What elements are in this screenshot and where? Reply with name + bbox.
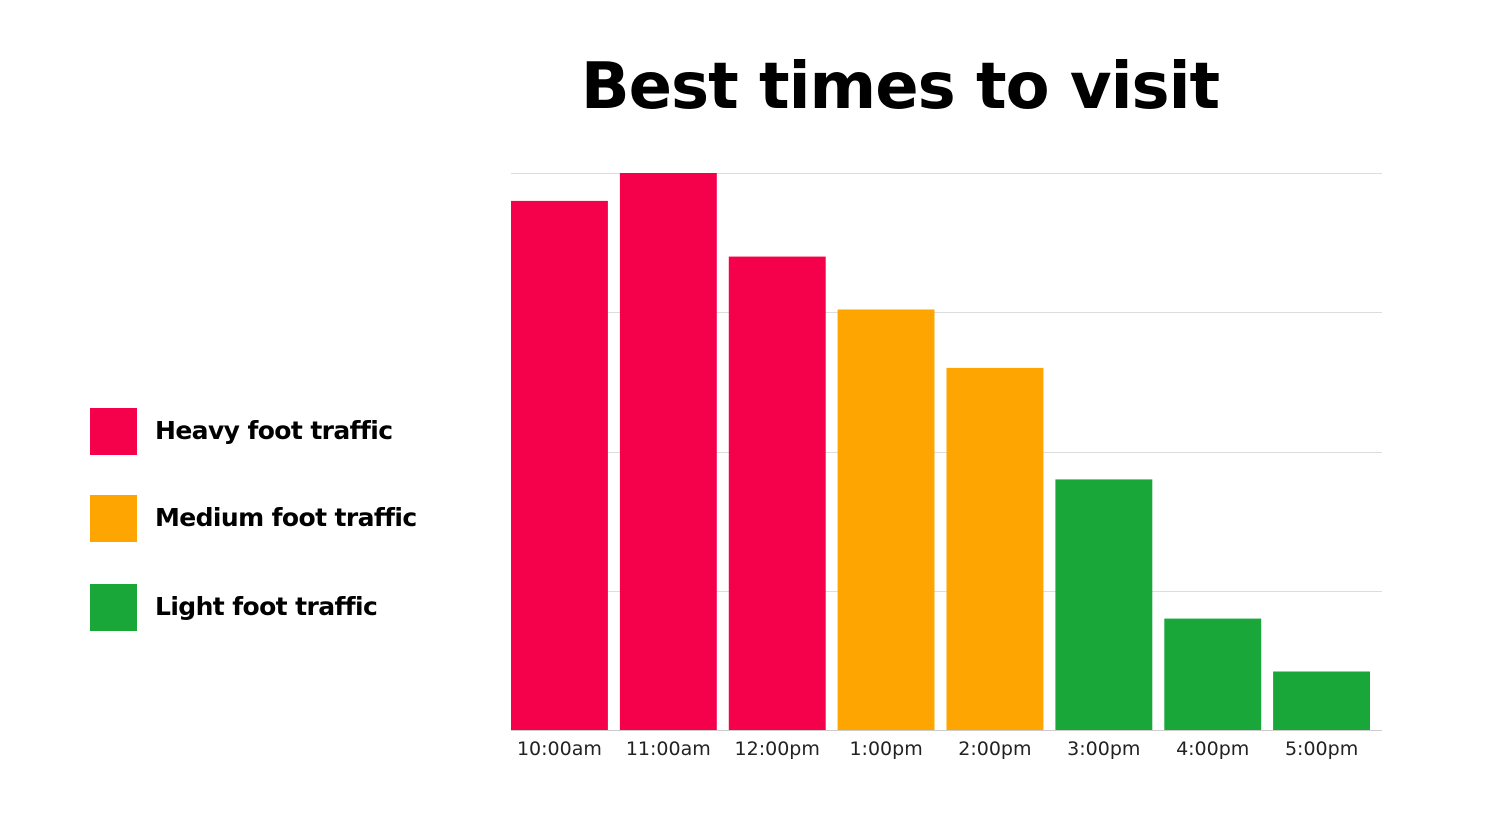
x-tick-label: 10:00am: [517, 738, 602, 760]
x-tick-label: 2:00pm: [958, 738, 1031, 760]
x-tick-label: 3:00pm: [1067, 738, 1140, 760]
bar-200pm: [946, 367, 1044, 730]
x-tick-labels: 10:00am 11:00am 12:00pm 1:00pm 2:00pm 3:00pm 4…: [517, 738, 1358, 760]
legend-swatch-medium: [90, 495, 137, 542]
x-tick-label: 4:00pm: [1176, 738, 1249, 760]
bar-300pm: [1055, 479, 1153, 730]
chart-title: Best times to visit: [580, 50, 1220, 124]
x-tick-label: 12:00pm: [735, 738, 820, 760]
x-tick-label: 1:00pm: [849, 738, 922, 760]
legend-label-medium: Medium foot traffic: [155, 503, 417, 532]
bar-500pm: [1273, 671, 1370, 730]
bar-1100am: [619, 173, 717, 730]
legend-swatch-heavy: [90, 408, 137, 455]
legend-item-heavy: Heavy foot traffic: [90, 408, 510, 455]
bars: [511, 173, 1370, 730]
legend-item-medium: Medium foot traffic: [90, 495, 510, 542]
legend-label-light: Light foot traffic: [155, 592, 378, 621]
bar-1200pm: [728, 256, 826, 730]
bar-400pm: [1164, 618, 1262, 730]
x-tick-label: 5:00pm: [1285, 738, 1358, 760]
bar-1000am: [511, 200, 608, 730]
legend-label-heavy: Heavy foot traffic: [155, 416, 393, 445]
legend-item-light: Light foot traffic: [90, 584, 510, 631]
x-tick-label: 11:00am: [626, 738, 711, 760]
bar-100pm: [837, 309, 935, 730]
legend-swatch-light: [90, 584, 137, 631]
